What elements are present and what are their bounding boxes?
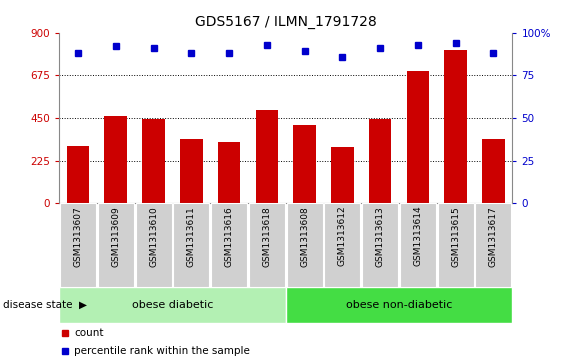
Text: obese diabetic: obese diabetic	[132, 300, 213, 310]
Bar	[60, 203, 96, 287]
Text: GSM1313618: GSM1313618	[262, 206, 271, 266]
Bar	[476, 203, 511, 287]
Bar	[98, 203, 134, 287]
Bar	[211, 203, 247, 287]
Bar	[369, 119, 391, 203]
Text: percentile rank within the sample: percentile rank within the sample	[74, 346, 250, 356]
Bar	[293, 125, 316, 203]
Bar	[180, 139, 203, 203]
Text: GSM1313613: GSM1313613	[376, 206, 385, 266]
Bar	[66, 146, 90, 203]
Text: disease state  ▶: disease state ▶	[3, 300, 87, 310]
Bar	[362, 203, 398, 287]
Bar	[136, 203, 172, 287]
Text: GSM1313617: GSM1313617	[489, 206, 498, 266]
Bar	[173, 203, 209, 287]
Title: GDS5167 / ILMN_1791728: GDS5167 / ILMN_1791728	[195, 15, 377, 29]
Text: GSM1313615: GSM1313615	[451, 206, 460, 266]
Bar	[218, 142, 240, 203]
Text: GSM1313616: GSM1313616	[225, 206, 234, 266]
Text: obese non-diabetic: obese non-diabetic	[346, 300, 452, 310]
Bar	[482, 139, 505, 203]
Bar	[256, 110, 278, 203]
Text: GSM1313608: GSM1313608	[300, 206, 309, 266]
Bar	[285, 287, 512, 323]
Bar	[437, 203, 473, 287]
Bar	[59, 287, 285, 323]
Bar	[406, 70, 429, 203]
Text: GSM1313609: GSM1313609	[111, 206, 120, 266]
Bar	[142, 119, 165, 203]
Text: count: count	[74, 328, 104, 338]
Bar	[331, 147, 354, 203]
Bar	[444, 50, 467, 203]
Text: GSM1313614: GSM1313614	[413, 206, 422, 266]
Bar	[249, 203, 285, 287]
Bar	[287, 203, 323, 287]
Text: GSM1313607: GSM1313607	[74, 206, 83, 266]
Text: GSM1313611: GSM1313611	[187, 206, 196, 266]
Bar	[104, 116, 127, 203]
Bar	[324, 203, 360, 287]
Bar	[400, 203, 436, 287]
Text: GSM1313612: GSM1313612	[338, 206, 347, 266]
Text: GSM1313610: GSM1313610	[149, 206, 158, 266]
